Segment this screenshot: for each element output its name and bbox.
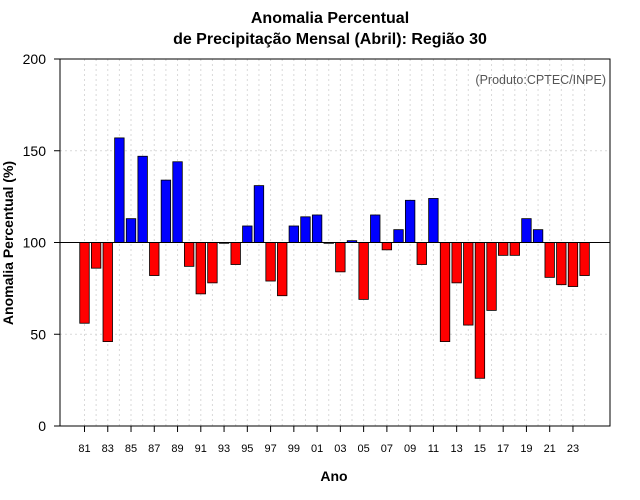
y-tick-label: 200 — [23, 51, 47, 67]
bar-2020 — [532, 229, 544, 243]
bar-2017 — [498, 242, 509, 256]
bar-1989 — [172, 161, 183, 243]
bar-1997 — [265, 242, 276, 282]
bar-2023 — [567, 242, 579, 287]
x-tick-label: 81 — [78, 443, 90, 455]
x-tick-label: 03 — [334, 443, 346, 455]
bar-2013 — [451, 242, 462, 284]
x-tick-label: 17 — [497, 443, 509, 455]
bars-group — [79, 137, 590, 379]
x-tick-label: 83 — [102, 443, 114, 455]
chart-title-line2: de Precipitação Mensal (Abril): Região 3… — [173, 31, 487, 48]
bar-2015 — [474, 242, 486, 379]
x-tick-label: 93 — [218, 443, 230, 455]
x-tick-label: 91 — [195, 443, 207, 455]
bar-2022 — [556, 242, 567, 286]
bar-1994 — [230, 242, 241, 265]
bar-1983 — [102, 242, 113, 342]
x-tick-label: 89 — [171, 443, 183, 455]
y-tick-label: 150 — [23, 143, 47, 159]
bar-2024 — [579, 242, 590, 276]
bar-2005 — [358, 242, 369, 300]
x-tick-label: 23 — [567, 443, 579, 455]
bar-2010 — [416, 242, 427, 265]
x-tick-label: 07 — [381, 443, 393, 455]
bar-2021 — [544, 242, 555, 278]
y-tick-label: 100 — [23, 235, 47, 251]
x-axis: 81 83 85 87 89 91 93 95 97 99 01 03 05 07 09 11 13 15 17 19… — [78, 426, 579, 455]
x-tick-label: 87 — [148, 443, 160, 455]
bar-2008 — [393, 229, 404, 243]
x-tick-label: 09 — [404, 443, 416, 455]
x-tick-label: 05 — [357, 443, 369, 455]
bar-1991 — [195, 242, 206, 295]
y-axis: 0 50 100 150 200 — [23, 51, 60, 434]
bar-2014 — [463, 242, 474, 326]
bar-1999 — [288, 225, 299, 243]
bar-1998 — [277, 242, 288, 297]
x-tick-label: 19 — [520, 443, 532, 455]
bar-1984 — [114, 137, 125, 243]
bar-1990 — [184, 242, 195, 267]
bar-2018 — [509, 242, 520, 256]
bar-1996 — [253, 185, 265, 243]
bar-2000 — [300, 216, 311, 243]
bar-1986 — [137, 155, 148, 243]
bar-2019 — [521, 218, 532, 243]
x-tick-label: 95 — [241, 443, 253, 455]
x-tick-label: 01 — [311, 443, 323, 455]
bar-1988 — [160, 179, 172, 243]
x-tick-label: 99 — [288, 443, 300, 455]
bar-1982 — [90, 242, 102, 269]
bar-2001 — [311, 214, 323, 243]
source-annotation: (Produto:CPTEC/INPE) — [475, 73, 606, 87]
bar-2009 — [404, 199, 416, 243]
bar-2012 — [439, 242, 451, 342]
x-tick-label: 21 — [544, 443, 556, 455]
bar-1995 — [242, 225, 253, 243]
y-tick-label: 0 — [38, 418, 46, 434]
x-tick-label: 11 — [428, 443, 439, 455]
bar-1985 — [125, 218, 137, 243]
bar-1987 — [149, 242, 160, 276]
y-tick-label: 50 — [30, 326, 46, 342]
x-tick-label: 85 — [125, 443, 137, 455]
y-axis-label: Anomalia Percentual (%) — [0, 161, 16, 325]
bar-1992 — [207, 242, 218, 284]
bar-1981 — [79, 242, 90, 324]
chart-title-line1: Anomalia Percentual — [250, 10, 410, 27]
bar-2006 — [370, 214, 381, 243]
x-tick-label: 13 — [451, 443, 463, 455]
x-axis-label: Ano — [320, 468, 347, 484]
bar-2011 — [428, 198, 439, 243]
x-tick-label: 97 — [264, 443, 276, 455]
bar-2016 — [486, 242, 497, 311]
x-tick-label: 15 — [474, 443, 486, 455]
bar-2003 — [335, 242, 346, 273]
bar-2007 — [381, 242, 393, 251]
